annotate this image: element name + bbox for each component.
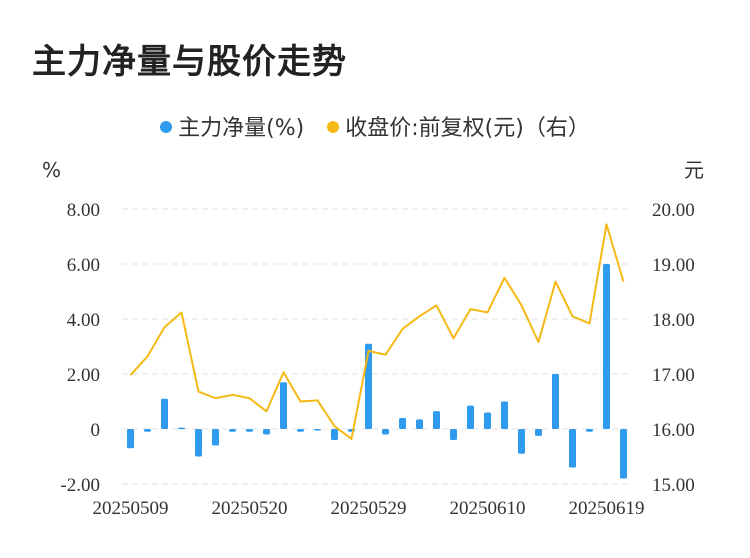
close-price-line xyxy=(129,223,625,440)
bar xyxy=(603,264,610,429)
right-tick-label: 15.00 xyxy=(652,475,695,496)
bar xyxy=(569,429,576,468)
legend-item-net-volume[interactable]: 主力净量(%) xyxy=(160,110,304,142)
bar xyxy=(246,429,253,432)
x-tick-label: 20250610 xyxy=(450,498,526,519)
bar xyxy=(144,429,151,432)
bar xyxy=(518,429,525,454)
x-tick-label: 20250529 xyxy=(331,498,407,519)
bar xyxy=(501,401,508,429)
legend-label-net-volume: 主力净量(%) xyxy=(178,116,305,141)
bar xyxy=(467,405,474,429)
x-tick-label: 20250509 xyxy=(93,498,169,519)
legend: 主力净量(%) 收盘价:前复权(元)（右） xyxy=(0,110,750,142)
x-tick-label: 20250619 xyxy=(569,498,645,519)
legend-label-close-price: 收盘价:前复权(元)（右） xyxy=(345,116,590,141)
bar xyxy=(450,429,457,440)
legend-marker-close-price xyxy=(327,121,340,133)
x-tick-label: 20250520 xyxy=(212,498,288,519)
right-tick-label: 19.00 xyxy=(652,255,695,276)
left-tick-label: 2.00 xyxy=(67,365,100,386)
bar xyxy=(416,419,423,429)
bar xyxy=(212,429,219,446)
right-tick-label: 20.00 xyxy=(652,200,695,221)
left-tick-label: 6.00 xyxy=(67,255,100,276)
bar xyxy=(399,418,406,429)
bar xyxy=(280,382,287,429)
bar xyxy=(552,374,559,429)
bar xyxy=(433,411,440,429)
bar xyxy=(620,429,627,479)
bar xyxy=(484,412,491,429)
right-tick-label: 16.00 xyxy=(652,420,695,441)
bar xyxy=(161,398,168,429)
bar xyxy=(127,429,134,449)
bar xyxy=(365,343,372,429)
legend-item-close-price[interactable]: 收盘价:前复权(元)（右） xyxy=(327,110,590,142)
bar xyxy=(535,429,542,436)
bar xyxy=(229,429,236,432)
bar xyxy=(195,429,202,457)
right-tick-label: 17.00 xyxy=(652,365,695,386)
bar xyxy=(178,427,185,430)
bar xyxy=(297,429,304,432)
left-tick-label: 0 xyxy=(91,420,101,441)
right-axis-unit: 元 xyxy=(684,158,704,182)
left-tick-label: -2.00 xyxy=(60,475,100,496)
bar xyxy=(314,429,321,431)
bar xyxy=(263,429,270,435)
bar xyxy=(331,429,338,440)
left-tick-label: 8.00 xyxy=(67,200,100,221)
legend-marker-net-volume xyxy=(160,121,173,133)
bar xyxy=(586,429,593,432)
bar xyxy=(382,429,389,435)
left-tick-label: 4.00 xyxy=(67,310,100,331)
left-axis-unit: % xyxy=(42,158,61,182)
chart-title: 主力净量与股价走势 xyxy=(32,42,347,82)
right-tick-label: 18.00 xyxy=(652,310,695,331)
